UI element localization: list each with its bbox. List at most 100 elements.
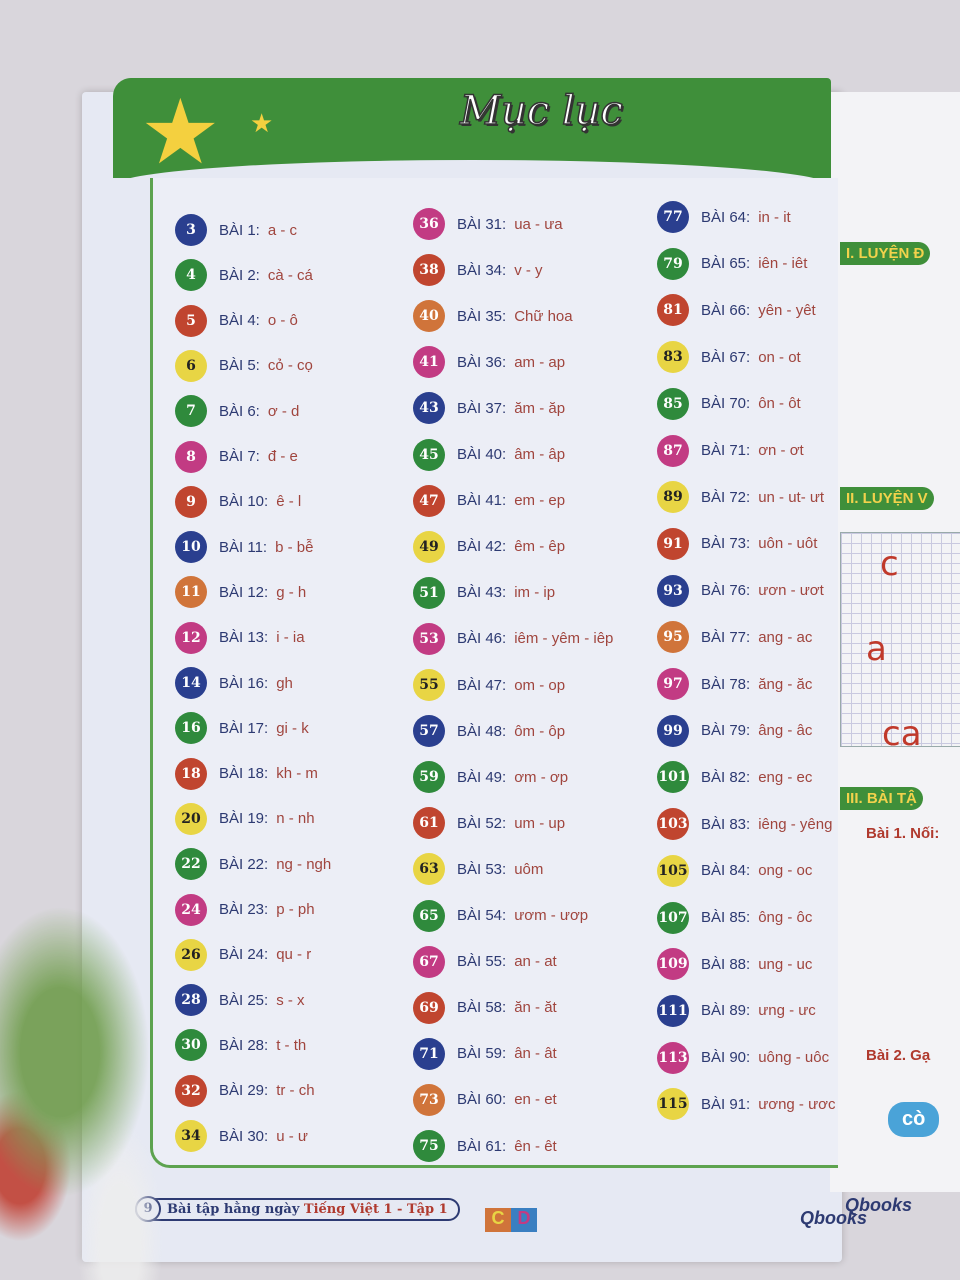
toc-entry: 51 BÀI 43: im - ip xyxy=(413,576,556,609)
toc-entry: 49 BÀI 42: êm - êp xyxy=(413,530,565,563)
lesson-label: BÀI 31: xyxy=(457,215,507,233)
lesson-label: BÀI 60: xyxy=(457,1091,507,1109)
page-number-badge: 14 xyxy=(175,667,207,699)
lesson-label: BÀI 46: xyxy=(457,630,507,648)
lesson-label: BÀI 89: xyxy=(701,1002,751,1020)
lesson-label: BÀI 40: xyxy=(457,446,507,463)
lesson-sounds: s - x xyxy=(276,991,305,1009)
lesson-sounds: im - ip xyxy=(514,584,556,602)
toc-entry: 12 BÀI 13: i - ia xyxy=(175,621,305,654)
toc-entry: 20 BÀI 19: n - nh xyxy=(175,802,315,835)
page-number-badge: 97 xyxy=(657,668,689,700)
page-number-badge: 53 xyxy=(413,622,445,655)
toc-entry: 99 BÀI 79: âng - âc xyxy=(657,714,813,747)
star-icon: ★ xyxy=(250,108,274,138)
page-number-badge: 16 xyxy=(175,712,207,745)
lesson-label: BÀI 43: xyxy=(457,584,507,602)
lesson-sounds: b - bễ xyxy=(275,538,314,556)
toc-entry: 87 BÀI 71: ơn - ơt xyxy=(657,434,804,467)
lesson-sounds: eng - ec xyxy=(758,768,813,786)
toc-entry: 41 BÀI 36: am - ap xyxy=(413,346,565,379)
lesson-label: BÀI 64: xyxy=(701,208,751,226)
toc-entry: 57 BÀI 48: ôm - ôp xyxy=(413,715,565,748)
lesson-sounds: Chữ hoa xyxy=(514,307,573,325)
page-number-badge: 9 xyxy=(175,485,207,518)
decorative-plant xyxy=(0,900,200,1280)
lesson-sounds: ăng - ăc xyxy=(758,675,813,693)
lesson-sounds: u - ư xyxy=(276,1127,308,1145)
page-number-badge: 10 xyxy=(175,531,207,564)
toc-entry: 73 BÀI 60: en - et xyxy=(413,1083,557,1116)
lesson-sounds: g - h xyxy=(276,583,307,601)
lesson-sounds: âng - âc xyxy=(758,722,813,740)
lesson-sounds: ua - ưa xyxy=(514,215,563,233)
page-number-badge: 83 xyxy=(657,341,689,374)
lesson-label: BÀI 42: xyxy=(457,538,507,556)
lesson-sounds: ơm - ơp xyxy=(514,768,569,786)
toc-entry: 4 BÀI 2: cà - cá xyxy=(175,259,313,292)
lesson-sounds: ơ - d xyxy=(267,402,300,420)
page-number-badge: 22 xyxy=(175,848,207,881)
lesson-label: BÀI 22: xyxy=(219,855,269,873)
lesson-sounds: ê - l xyxy=(276,493,302,511)
page-number-badge: 79 xyxy=(657,247,689,280)
page-number-badge: 115 xyxy=(657,1088,689,1121)
toc-entry: 111 BÀI 89: ưng - ưc xyxy=(657,994,816,1027)
page-number-badge: 77 xyxy=(657,201,689,233)
page-number-badge: 57 xyxy=(413,715,445,748)
lesson-label: BÀI 24: xyxy=(219,946,269,964)
lesson-label: BÀI 73: xyxy=(701,535,751,553)
lesson-sounds: ông - ôc xyxy=(758,909,813,926)
handwriting-letter: a xyxy=(866,629,887,669)
word-cloud: cò xyxy=(888,1102,940,1137)
lesson-label: BÀI 34: xyxy=(457,261,507,279)
lesson-sounds: ân - ât xyxy=(514,1045,557,1063)
toc-entry: 89 BÀI 72: un - ut- ưt xyxy=(657,481,825,514)
toc-entry: 14 BÀI 16: gh xyxy=(175,667,293,699)
lesson-sounds: qu - r xyxy=(276,946,312,964)
lesson-sounds: ng - ngh xyxy=(276,855,332,873)
page-number-badge: 61 xyxy=(413,807,445,840)
toc-entry: 105 BÀI 84: ong - oc xyxy=(657,854,812,887)
page-number-badge: 12 xyxy=(175,621,207,654)
page-number-badge: 11 xyxy=(175,576,207,609)
lesson-sounds: iêng - yêng xyxy=(758,815,833,833)
star-icon: ★ xyxy=(140,83,221,183)
page-number-badge: 99 xyxy=(657,714,689,747)
lesson-sounds: ươm - ươp xyxy=(514,907,589,924)
lesson-label: BÀI 82: xyxy=(701,768,751,786)
lesson-sounds: v - y xyxy=(514,261,543,279)
lesson-label: BÀI 72: xyxy=(701,488,751,506)
lesson-label: BÀI 13: xyxy=(219,629,269,647)
lesson-label: BÀI 55: xyxy=(457,953,507,971)
toc-entry: 55 BÀI 47: om - op xyxy=(413,669,565,701)
series-title: Bài tập hằng ngày xyxy=(167,1202,300,1217)
toc-entry: 43 BÀI 37: ăm - ăp xyxy=(413,392,566,425)
page-number-badge: 36 xyxy=(413,208,445,240)
toc-entry: 67 BÀI 55: an - at xyxy=(413,945,557,978)
lesson-sounds: ươn - ươt xyxy=(758,582,824,600)
toc-entry: 8 BÀI 7: đ - e xyxy=(175,440,298,473)
lesson-sounds: iên - iêt xyxy=(758,255,808,273)
toc-entry: 75 BÀI 61: ên - êt xyxy=(413,1130,557,1162)
page-number-badge: 71 xyxy=(413,1037,445,1070)
lesson-label: BÀI 11: xyxy=(219,538,268,556)
page-number-badge: 91 xyxy=(657,527,689,560)
lesson-label: BÀI 28: xyxy=(219,1036,269,1054)
toc-entry: 77 BÀI 64: in - it xyxy=(657,201,791,233)
page-number-badge: 65 xyxy=(413,899,445,932)
lesson-label: BÀI 37: xyxy=(457,399,507,417)
page-number-badge: 4 xyxy=(175,259,207,292)
lesson-label: BÀI 83: xyxy=(701,815,751,833)
brand-logo: Qbooks xyxy=(845,1195,913,1215)
toc-entry: 115 BÀI 91: ương - ươc xyxy=(657,1088,835,1121)
lesson-label: BÀI 67: xyxy=(701,348,751,366)
toc-entry: 97 BÀI 78: ăng - ăc xyxy=(657,668,812,700)
lesson-label: BÀI 48: xyxy=(457,722,507,740)
lesson-sounds: un - ut- ưt xyxy=(758,488,825,506)
page-number-badge: 43 xyxy=(413,392,445,425)
page-number-badge: 63 xyxy=(413,853,445,886)
lesson-sounds: cỏ - cọ xyxy=(267,357,313,375)
lesson-sounds: ăm - ăp xyxy=(514,399,566,417)
lesson-label: BÀI 61: xyxy=(457,1137,507,1155)
